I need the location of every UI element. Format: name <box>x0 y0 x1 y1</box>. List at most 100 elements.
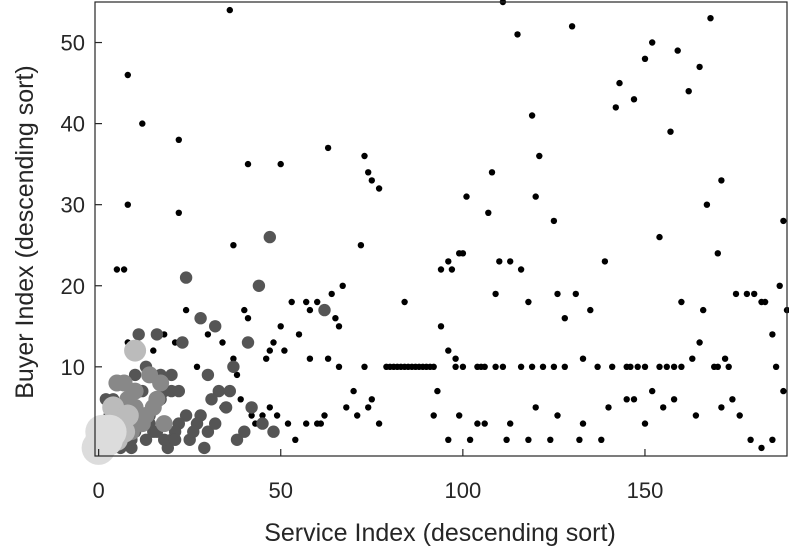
data-point <box>452 355 459 362</box>
data-point <box>303 420 310 427</box>
data-point <box>641 363 649 370</box>
data-point <box>729 396 736 403</box>
data-point <box>769 436 776 443</box>
y-tick-label: 50 <box>61 31 85 56</box>
data-point <box>295 331 303 338</box>
data-point <box>241 336 255 349</box>
y-tick-label: 30 <box>61 193 85 218</box>
data-point <box>550 217 558 225</box>
data-point <box>375 420 383 427</box>
x-tick-label: 150 <box>627 478 664 503</box>
data-point <box>660 404 667 411</box>
data-point <box>273 412 281 419</box>
data-point <box>230 433 244 446</box>
data-point <box>481 420 488 427</box>
data-point <box>124 71 131 79</box>
data-point <box>350 387 357 395</box>
axis-ticks: 0 50 100 150 10 20 30 40 50 <box>61 31 664 503</box>
data-point <box>721 355 729 362</box>
data-point <box>284 420 292 427</box>
data-point <box>270 339 277 346</box>
data-point <box>113 266 121 273</box>
data-point <box>152 374 170 392</box>
data-point <box>539 363 547 370</box>
data-point <box>227 360 240 373</box>
data-point <box>547 436 554 443</box>
data-point <box>132 328 145 341</box>
data-point <box>266 347 273 354</box>
data-point <box>689 355 696 362</box>
data-point <box>576 436 583 443</box>
data-point <box>244 160 252 168</box>
data-point <box>437 323 445 330</box>
y-tick-label: 20 <box>61 274 85 299</box>
data-point <box>776 282 783 289</box>
data-point <box>743 290 751 298</box>
data-point <box>187 425 200 438</box>
data-point <box>517 363 525 370</box>
data-point <box>474 363 481 370</box>
data-point <box>641 55 649 62</box>
data-point <box>514 31 521 38</box>
data-point <box>492 363 499 370</box>
plot-area-frame <box>94 1 788 457</box>
data-point <box>128 368 142 382</box>
data-point <box>401 298 408 306</box>
data-point <box>263 230 276 244</box>
data-point <box>361 363 368 370</box>
data-point <box>598 436 605 443</box>
data-point <box>525 298 532 306</box>
data-point <box>769 331 776 338</box>
data-point <box>459 363 467 370</box>
data-point <box>139 120 146 127</box>
data-point <box>158 433 171 446</box>
data-point <box>649 387 656 395</box>
data-point <box>292 436 299 443</box>
data-point <box>445 347 452 354</box>
data-point <box>219 339 226 346</box>
data-point <box>354 412 361 419</box>
data-point <box>201 425 215 438</box>
data-point <box>554 412 561 419</box>
data-point <box>168 433 182 446</box>
data-point <box>165 368 178 382</box>
data-point <box>692 412 700 419</box>
data-point <box>263 355 270 362</box>
data-point <box>212 384 225 398</box>
data-point <box>361 152 368 160</box>
data-point <box>176 336 189 349</box>
data-point <box>568 23 576 30</box>
data-point <box>120 266 128 273</box>
data-point <box>124 201 131 208</box>
data-point <box>252 279 266 292</box>
data-point <box>430 412 437 419</box>
data-point <box>503 436 510 443</box>
data-point <box>536 152 543 160</box>
data-point <box>711 363 718 370</box>
data-point <box>616 79 623 87</box>
data-point <box>780 217 787 225</box>
data-point <box>579 420 587 427</box>
data-point <box>594 363 601 370</box>
data-point <box>667 128 674 135</box>
data-point <box>696 63 703 71</box>
data-point <box>466 436 474 443</box>
data-point <box>368 396 375 403</box>
data-point <box>339 282 346 289</box>
y-tick-label: 10 <box>61 355 85 380</box>
data-point <box>630 96 638 103</box>
data-point <box>445 436 452 443</box>
data-point <box>678 298 685 306</box>
data-point <box>463 193 470 200</box>
data-point <box>725 363 732 370</box>
data-point <box>634 363 641 370</box>
data-point <box>437 266 445 273</box>
data-point <box>678 363 685 370</box>
data-point <box>459 250 467 257</box>
data-point <box>172 384 185 398</box>
data-point <box>761 298 769 306</box>
data-point <box>150 347 157 354</box>
data-point <box>248 412 255 419</box>
data-point <box>703 201 711 208</box>
data-point <box>175 209 182 216</box>
